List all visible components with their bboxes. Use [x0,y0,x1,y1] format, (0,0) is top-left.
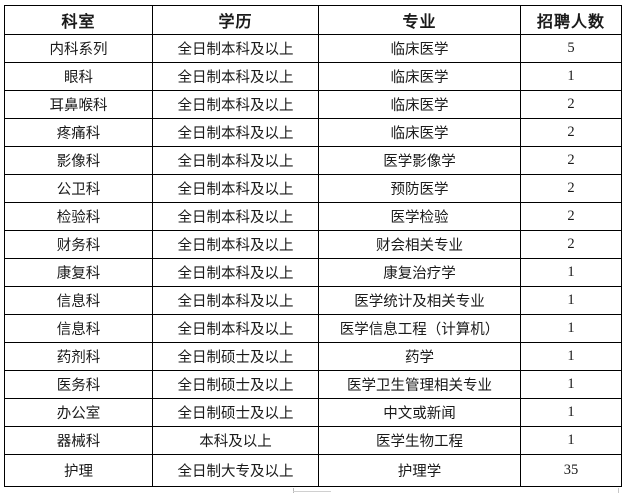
cell-major: 中文或新闻 [318,398,521,427]
cell-education: 本科及以上 [152,426,319,455]
column-header-headcount: 招聘人数 [520,5,622,35]
cell-education: 全日制本科及以上 [152,314,319,343]
cell-headcount: 2 [520,118,622,147]
cell-major: 医学检验 [318,202,521,231]
table-row: 护理 全日制大专及以上 护理学 35 [4,454,622,487]
cell-headcount: 2 [520,202,622,231]
cell-department: 财务科 [4,230,153,259]
cell-major: 医学统计及相关专业 [318,286,521,315]
cell-major: 财会相关专业 [318,230,521,259]
table-row: 药剂科 全日制硕士及以上 药学 1 [4,342,622,371]
cell-department: 疼痛科 [4,118,153,147]
cell-major: 医学信息工程（计算机） [318,314,521,343]
cell-headcount: 1 [520,258,622,287]
table-row: 影像科 全日制本科及以上 医学影像学 2 [4,146,622,175]
table-row: 内科系列 全日制本科及以上 临床医学 5 [4,34,622,63]
table-row: 疼痛科 全日制本科及以上 临床医学 2 [4,118,622,147]
cell-headcount: 2 [520,146,622,175]
table-row: 财务科 全日制本科及以上 财会相关专业 2 [4,230,622,259]
cell-department: 影像科 [4,146,153,175]
table-row: 公卫科 全日制本科及以上 预防医学 2 [4,174,622,203]
cell-department: 检验科 [4,202,153,231]
column-header-major: 专业 [318,5,521,35]
cell-headcount: 1 [520,426,622,455]
cropped-border-artifact [293,491,331,492]
cell-major: 临床医学 [318,118,521,147]
table-row: 信息科 全日制本科及以上 医学信息工程（计算机） 1 [4,314,622,343]
cell-education: 全日制本科及以上 [152,258,319,287]
cell-department: 办公室 [4,398,153,427]
cell-department: 医务科 [4,370,153,399]
cell-department: 器械科 [4,426,153,455]
table-row: 信息科 全日制本科及以上 医学统计及相关专业 1 [4,286,622,315]
cell-headcount: 1 [520,286,622,315]
table-row: 眼科 全日制本科及以上 临床医学 1 [4,62,622,91]
cell-education: 全日制本科及以上 [152,174,319,203]
table-row: 耳鼻喉科 全日制本科及以上 临床医学 2 [4,90,622,119]
cell-headcount: 35 [520,454,622,487]
cell-education: 全日制本科及以上 [152,146,319,175]
cell-headcount: 1 [520,342,622,371]
cell-education: 全日制本科及以上 [152,62,319,91]
cell-major: 医学影像学 [318,146,521,175]
cell-education: 全日制大专及以上 [152,454,319,487]
table-row: 康复科 全日制本科及以上 康复治疗学 1 [4,258,622,287]
cropped-border-artifact [618,488,619,493]
cell-department: 内科系列 [4,34,153,63]
table-row: 办公室 全日制硕士及以上 中文或新闻 1 [4,398,622,427]
cell-major: 医学卫生管理相关专业 [318,370,521,399]
recruitment-table: 科室 学历 专业 招聘人数 内科系列 全日制本科及以上 临床医学 5 眼科 全日… [4,5,622,487]
cell-department: 康复科 [4,258,153,287]
cell-education: 全日制本科及以上 [152,230,319,259]
column-header-education: 学历 [152,5,319,35]
cell-headcount: 5 [520,34,622,63]
cropped-border-artifact [293,488,294,493]
cell-department: 耳鼻喉科 [4,90,153,119]
cell-major: 临床医学 [318,90,521,119]
table-header-row: 科室 学历 专业 招聘人数 [4,5,622,35]
cell-headcount: 1 [520,370,622,399]
table-row: 检验科 全日制本科及以上 医学检验 2 [4,202,622,231]
cell-major: 药学 [318,342,521,371]
cell-education: 全日制硕士及以上 [152,370,319,399]
cell-education: 全日制本科及以上 [152,118,319,147]
cell-department: 信息科 [4,314,153,343]
column-header-department: 科室 [4,5,153,35]
cell-headcount: 2 [520,230,622,259]
cell-department: 公卫科 [4,174,153,203]
cell-department: 药剂科 [4,342,153,371]
cell-headcount: 2 [520,174,622,203]
cell-major: 护理学 [318,454,521,487]
cell-major: 医学生物工程 [318,426,521,455]
cell-major: 临床医学 [318,34,521,63]
cell-headcount: 1 [520,398,622,427]
cell-education: 全日制硕士及以上 [152,342,319,371]
table-row: 医务科 全日制硕士及以上 医学卫生管理相关专业 1 [4,370,622,399]
cell-education: 全日制本科及以上 [152,90,319,119]
cell-headcount: 2 [520,90,622,119]
cell-major: 康复治疗学 [318,258,521,287]
cell-education: 全日制本科及以上 [152,34,319,63]
cell-department: 眼科 [4,62,153,91]
cell-major: 预防医学 [318,174,521,203]
cell-headcount: 1 [520,62,622,91]
cell-department: 护理 [4,454,153,487]
cell-major: 临床医学 [318,62,521,91]
cell-education: 全日制本科及以上 [152,202,319,231]
cell-department: 信息科 [4,286,153,315]
cell-education: 全日制本科及以上 [152,286,319,315]
table-row: 器械科 本科及以上 医学生物工程 1 [4,426,622,455]
cell-education: 全日制硕士及以上 [152,398,319,427]
cell-headcount: 1 [520,314,622,343]
